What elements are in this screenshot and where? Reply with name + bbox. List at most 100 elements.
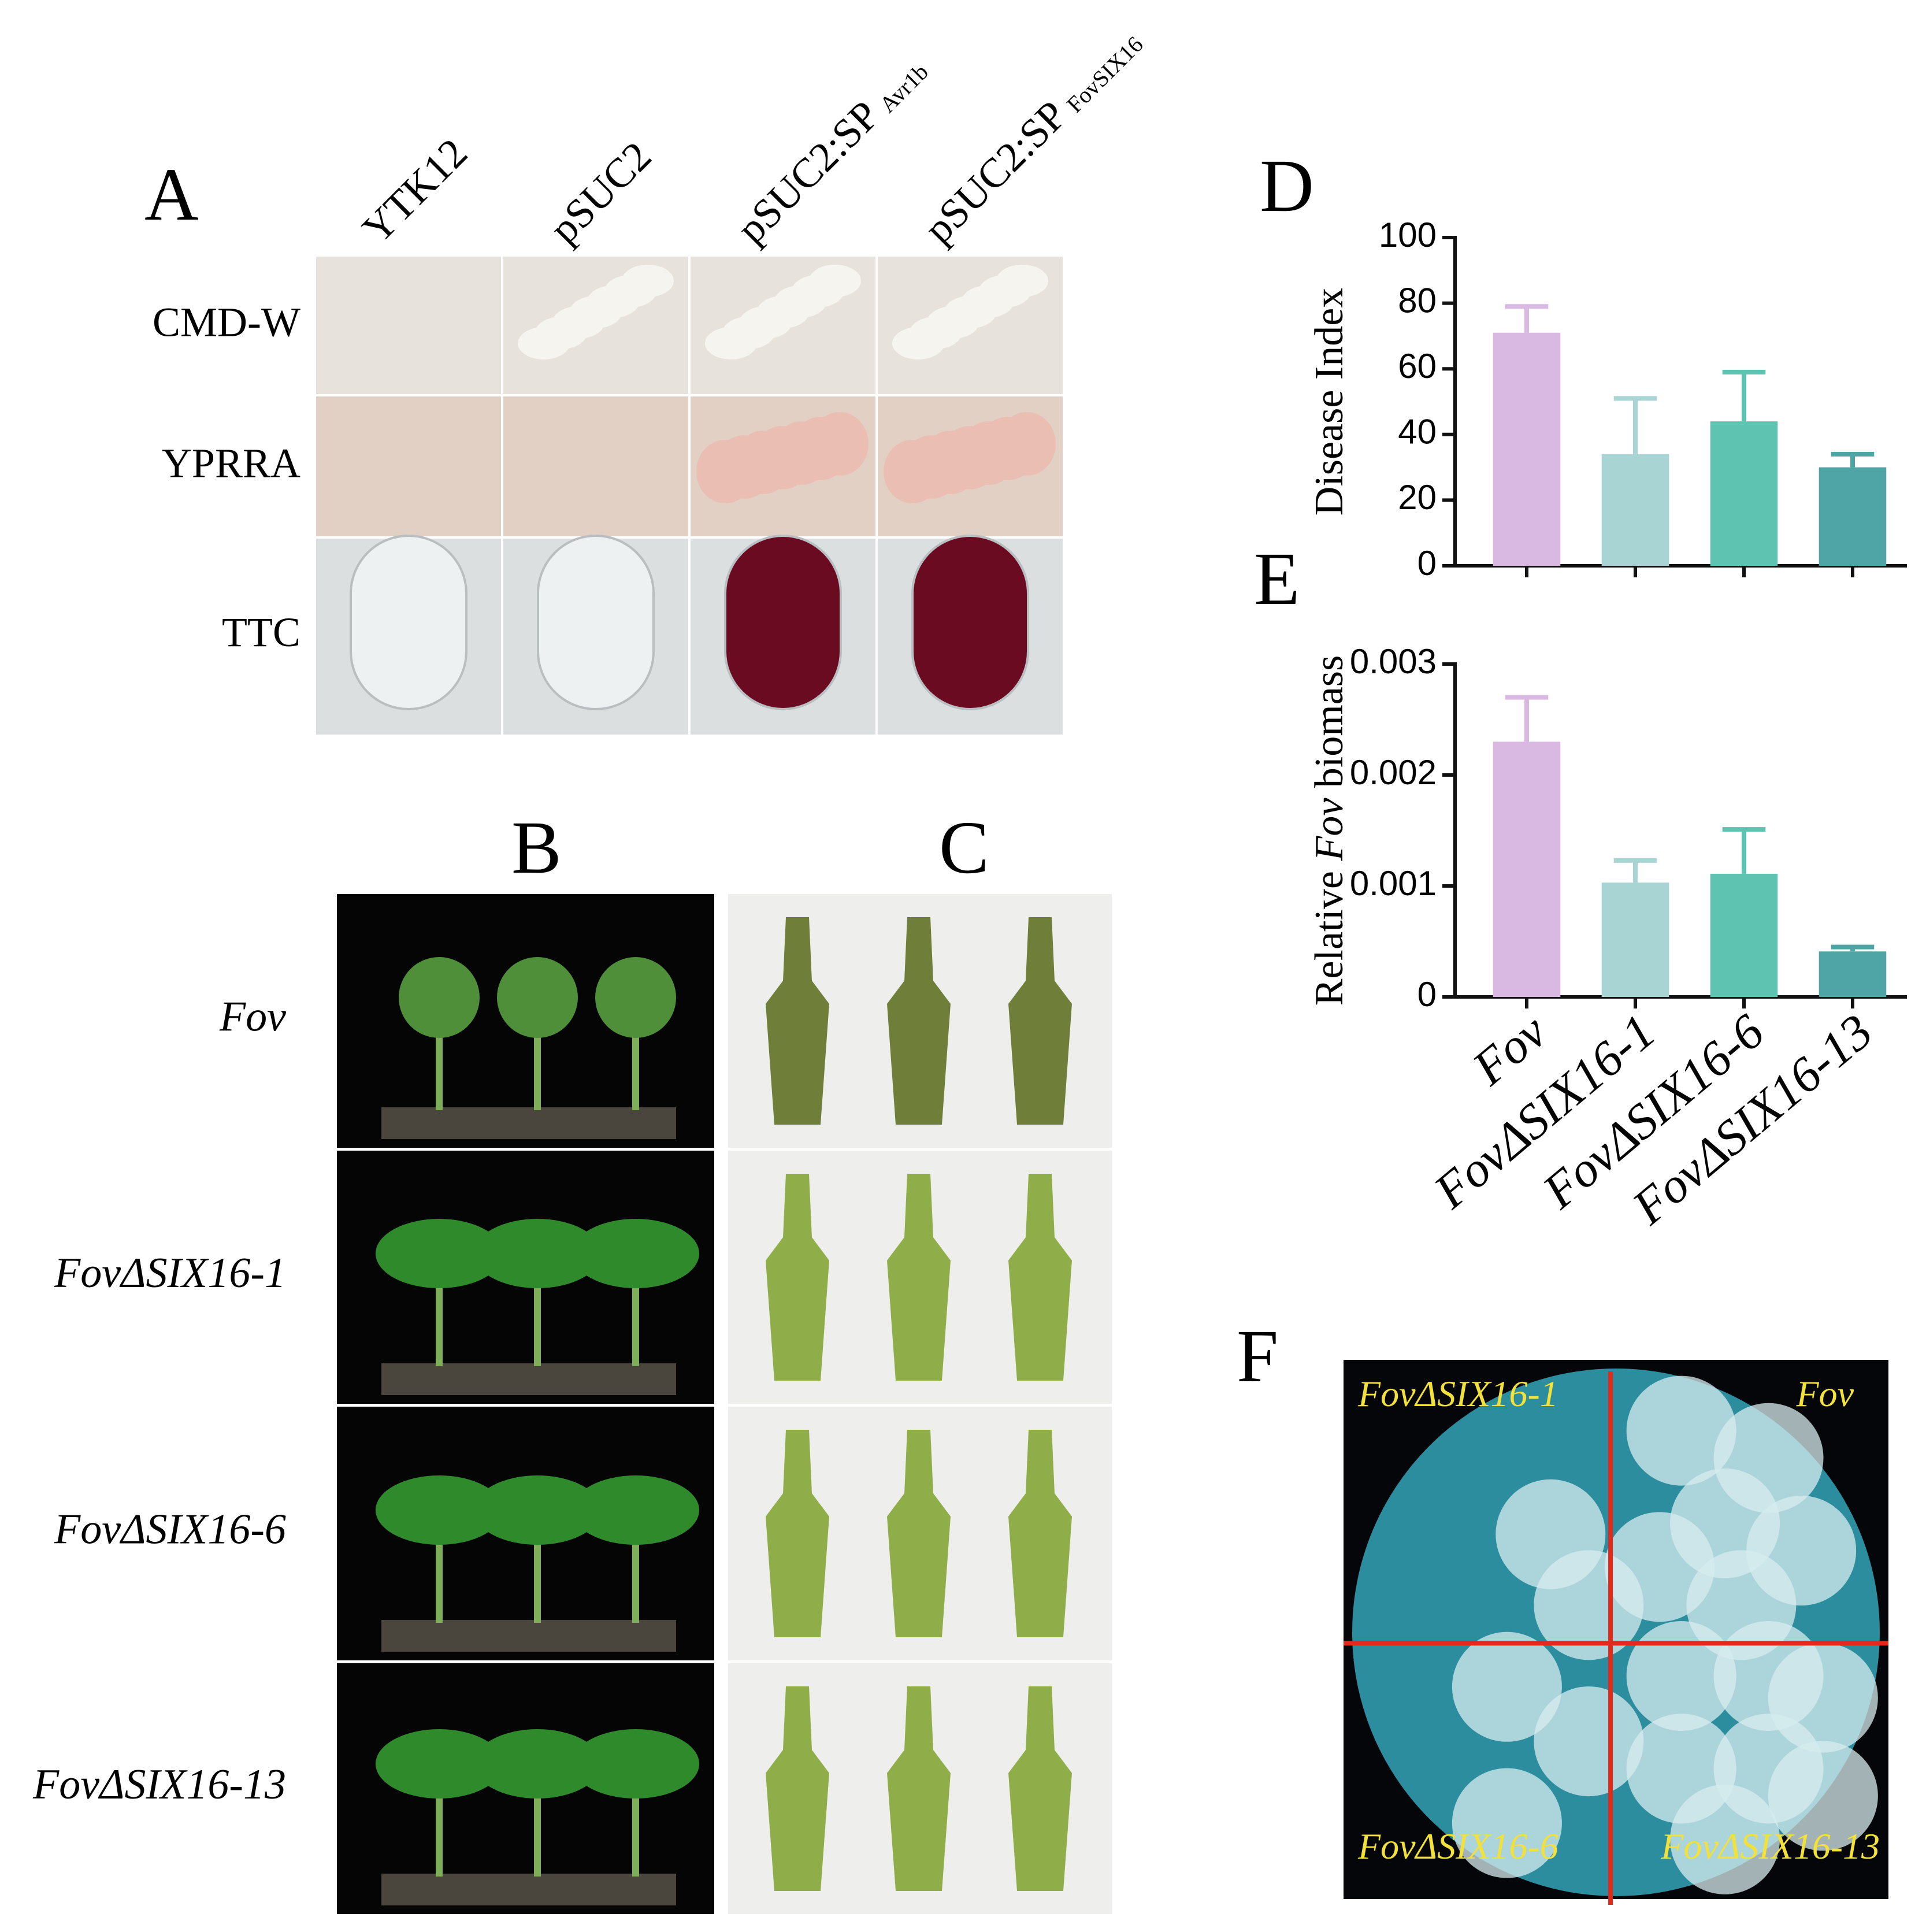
bar (1601, 882, 1669, 997)
tube (724, 535, 842, 710)
quadrant-label: FovΔSIX16-1 (1357, 1373, 1558, 1414)
y-tick-label: 0.002 (1350, 753, 1437, 792)
bar (1493, 741, 1561, 997)
tube (911, 535, 1029, 710)
leaves (399, 957, 480, 1038)
hypocotyl (887, 1430, 951, 1637)
leaves (572, 1475, 699, 1545)
bar (1819, 951, 1887, 997)
stem (534, 1265, 541, 1366)
y-axis-label-part: Fov (1307, 798, 1352, 862)
bar (1493, 332, 1561, 566)
leaves (497, 957, 578, 1038)
stem (436, 1775, 443, 1877)
y-axis-label-part: Disease Index (1307, 288, 1352, 516)
y-tick-label: 100 (1379, 216, 1437, 254)
soil (381, 1107, 676, 1139)
y-axis-label: Disease Index (1307, 288, 1352, 516)
column-header: pSUC2:SPFovSIX16 (915, 18, 1149, 252)
bar (1819, 467, 1887, 566)
bar (1710, 873, 1778, 997)
leaves (376, 1219, 503, 1288)
leaves (474, 1729, 601, 1798)
hypocotyl (766, 917, 829, 1125)
quadrant-label: Fov (1796, 1373, 1854, 1414)
leaves (595, 957, 676, 1038)
colony (622, 265, 674, 297)
bar (1601, 454, 1669, 566)
colony (811, 412, 869, 476)
y-axis-label-part: Relative (1307, 861, 1352, 1006)
hypocotyl (766, 1430, 829, 1637)
row-label: TTC (222, 609, 300, 655)
hypocotyl (887, 917, 951, 1125)
stem (436, 1522, 443, 1623)
column-header: pSUC2 (541, 133, 660, 253)
y-axis-label-part: biomass (1307, 655, 1352, 798)
colony (998, 412, 1056, 476)
leaves (572, 1219, 699, 1288)
panel-label: E (1254, 537, 1300, 621)
hypocotyl (1008, 917, 1072, 1125)
leaves (376, 1475, 503, 1545)
y-tick-label: 20 (1398, 478, 1437, 517)
leaves (474, 1475, 601, 1545)
photo (503, 396, 688, 536)
panel-label: F (1237, 1315, 1278, 1398)
stem (632, 1522, 639, 1623)
stem (436, 1265, 443, 1366)
colony (1534, 1550, 1644, 1660)
stem (534, 1775, 541, 1877)
strain-label: FovΔSIX16-1 (54, 1249, 286, 1297)
colony (1452, 1631, 1562, 1742)
hypocotyl (887, 1174, 951, 1381)
colony (1452, 1768, 1562, 1878)
column-header: YTK12 (354, 129, 476, 252)
row-label: CMD-W (153, 299, 300, 346)
y-axis-label: Relative Fov biomass (1307, 655, 1352, 1006)
y-tick-label: 80 (1398, 281, 1437, 320)
bar (1710, 421, 1778, 566)
column-header-text: YTK12 (354, 129, 476, 252)
colony (809, 265, 861, 297)
colony (1670, 1784, 1780, 1894)
quadrant-label: FovΔSIX16-6 (1357, 1826, 1558, 1867)
hypocotyl (766, 1174, 829, 1381)
y-tick-label: 0.003 (1350, 642, 1437, 681)
soil (381, 1874, 676, 1905)
soil (381, 1363, 676, 1395)
hypocotyl (766, 1686, 829, 1891)
quadrant-label: FovΔSIX16-13 (1660, 1826, 1880, 1867)
stem (632, 1265, 639, 1366)
y-tick-label: 60 (1398, 347, 1437, 385)
photo (316, 257, 501, 394)
y-tick-label: 40 (1398, 413, 1437, 451)
tube (350, 535, 467, 710)
row-label: YPRRA (162, 440, 300, 487)
panel-label: D (1260, 144, 1314, 228)
tube (537, 535, 655, 710)
colony (1626, 1620, 1736, 1731)
hypocotyl (887, 1686, 951, 1891)
hypocotyl (1008, 1430, 1072, 1637)
column-header-text: pSUC2:SP (915, 92, 1075, 252)
strain-label: Fov (219, 993, 286, 1040)
hypocotyl (1008, 1686, 1072, 1891)
column-header-text: pSUC2 (541, 133, 660, 253)
strain-label: FovΔSIX16-6 (54, 1505, 286, 1553)
photo (316, 396, 501, 536)
colony (1626, 1375, 1736, 1486)
colony (996, 265, 1048, 297)
column-header: pSUC2:SPAvr1b (728, 46, 934, 252)
panel-label: A (144, 153, 199, 236)
strain-label: FovΔSIX16-13 (32, 1761, 286, 1808)
leaves (474, 1219, 601, 1288)
leaves (376, 1729, 503, 1798)
soil (381, 1620, 676, 1652)
panel-label: B (511, 806, 562, 889)
colony (1768, 1741, 1878, 1851)
y-tick-label: 0.001 (1350, 864, 1437, 903)
panel-label: C (939, 806, 989, 889)
